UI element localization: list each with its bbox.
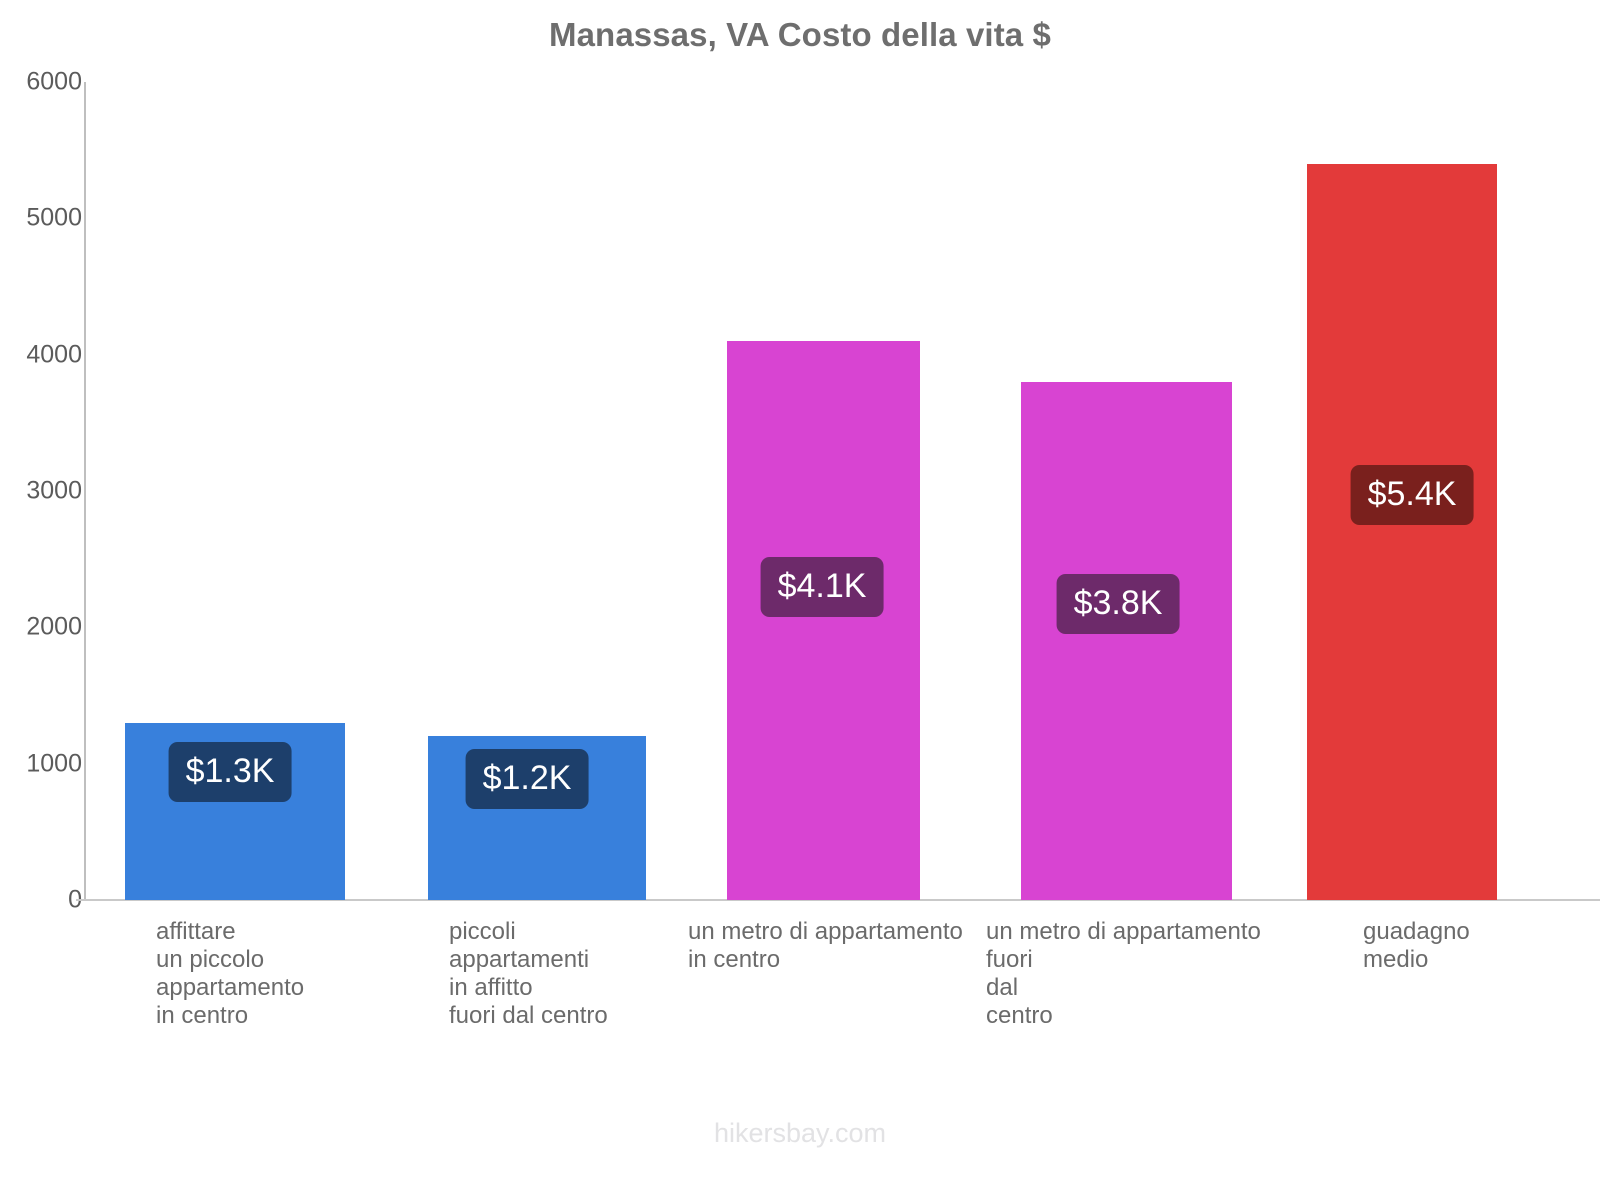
category-label-piccoli-appartamenti-in-affitto-fuori-dal-centro: piccoli appartamenti in affitto fuori da… [449, 918, 608, 1030]
watermark-hikersbay: hikersbay.com [713, 1118, 887, 1148]
category-label-guadagno-medio: guadagno medio [1363, 918, 1470, 974]
y-axis-line [84, 82, 86, 900]
x-axis-line [84, 899, 1600, 901]
value-badge-un-metro-di-appartamento-fuori-dal-centro: $3.8K [1056, 574, 1180, 634]
bar-un-metro-di-appartamento-in-centro [727, 341, 920, 900]
y-tick-label-0: 0 [68, 885, 82, 914]
y-tick-label-4000: 4000 [26, 340, 82, 369]
value-badge-un-metro-di-appartamento-in-centro: $4.1K [760, 557, 884, 617]
category-label-un-metro-di-appartamento-in-centro: un metro di appartamento in centro [688, 918, 963, 974]
category-label-un-metro-di-appartamento-fuori-dal-centro: un metro di appartamento fuori dal centr… [986, 918, 1261, 1030]
value-badge-guadagno-medio: $5.4K [1350, 465, 1474, 525]
value-badge-piccoli-appartamenti-in-affitto-fuori-dal-centro: $1.2K [465, 749, 589, 809]
chart-title: Manassas, VA Costo della vita $ [549, 16, 1051, 53]
y-tick-label-5000: 5000 [26, 203, 82, 232]
y-tick-label-6000: 6000 [26, 67, 82, 96]
y-tick-label-1000: 1000 [26, 749, 82, 778]
y-tick-dash-0 [76, 899, 90, 901]
value-badge-affittare-un-piccolo-appartamento-in-centro: $1.3K [168, 742, 292, 802]
category-label-affittare-un-piccolo-appartamento-in-centro: affittare un piccolo appartamento in cen… [156, 918, 305, 1030]
bar-guadagno-medio [1307, 164, 1497, 900]
y-tick-label-3000: 3000 [26, 476, 82, 505]
bar-un-metro-di-appartamento-fuori-dal-centro [1021, 382, 1232, 900]
y-tick-label-2000: 2000 [26, 612, 82, 641]
